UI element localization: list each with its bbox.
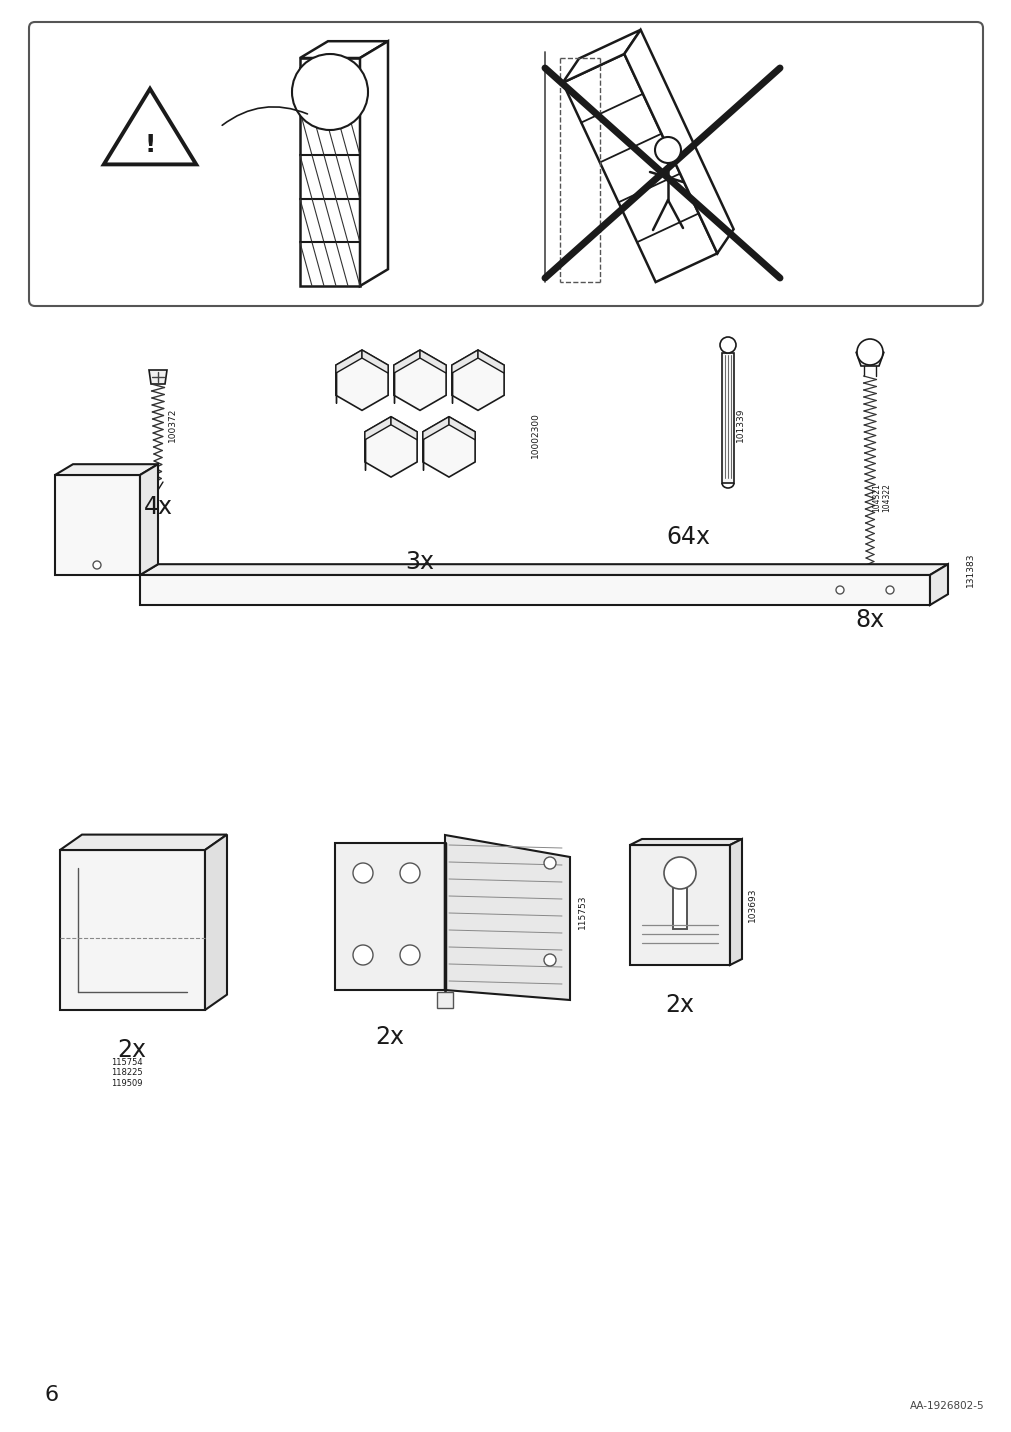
Polygon shape: [863, 347, 876, 357]
Polygon shape: [420, 349, 446, 374]
Circle shape: [663, 856, 696, 889]
Polygon shape: [299, 42, 387, 59]
Polygon shape: [299, 59, 360, 286]
Polygon shape: [60, 835, 226, 851]
Polygon shape: [393, 349, 420, 374]
Circle shape: [835, 586, 843, 594]
Polygon shape: [452, 349, 503, 411]
Polygon shape: [477, 349, 503, 374]
Circle shape: [353, 863, 373, 884]
Circle shape: [292, 54, 368, 130]
Polygon shape: [452, 349, 477, 374]
Circle shape: [544, 954, 555, 967]
Polygon shape: [365, 417, 417, 477]
Polygon shape: [335, 843, 445, 990]
Polygon shape: [393, 349, 446, 411]
Text: 104321
104322: 104321 104322: [871, 484, 891, 513]
Circle shape: [399, 945, 420, 965]
Polygon shape: [365, 417, 390, 440]
Text: 10002300: 10002300: [530, 412, 539, 458]
Polygon shape: [449, 417, 474, 440]
Polygon shape: [55, 475, 140, 576]
Bar: [437, 992, 453, 1008]
Text: AA-1926802-5: AA-1926802-5: [910, 1400, 984, 1411]
Polygon shape: [729, 839, 741, 965]
Text: 3x: 3x: [405, 550, 434, 574]
Polygon shape: [630, 845, 729, 965]
Text: 131383: 131383: [964, 553, 974, 587]
FancyBboxPatch shape: [29, 21, 982, 306]
Polygon shape: [55, 464, 158, 475]
Text: !: !: [145, 133, 156, 158]
Ellipse shape: [482, 898, 515, 947]
Circle shape: [353, 945, 373, 965]
Text: 115754
118225
119509: 115754 118225 119509: [111, 1058, 143, 1088]
Circle shape: [654, 137, 680, 163]
Polygon shape: [562, 54, 717, 282]
Polygon shape: [140, 564, 947, 576]
Polygon shape: [423, 417, 449, 440]
Polygon shape: [60, 851, 205, 1010]
Polygon shape: [445, 835, 569, 1000]
Polygon shape: [140, 464, 158, 576]
Bar: [721, 354, 733, 483]
Text: 64x: 64x: [665, 526, 710, 548]
Polygon shape: [562, 30, 640, 83]
Text: 4x: 4x: [144, 495, 172, 518]
Text: 8x: 8x: [854, 609, 884, 632]
Polygon shape: [149, 369, 167, 384]
Polygon shape: [630, 839, 741, 845]
Bar: [672, 886, 686, 929]
Text: 115753: 115753: [577, 895, 586, 929]
Polygon shape: [140, 576, 929, 604]
Polygon shape: [929, 564, 947, 604]
Polygon shape: [360, 42, 387, 286]
Polygon shape: [336, 349, 362, 374]
Text: 2x: 2x: [665, 992, 694, 1017]
Polygon shape: [423, 417, 474, 477]
Polygon shape: [855, 352, 884, 367]
Polygon shape: [362, 349, 388, 374]
Circle shape: [885, 586, 893, 594]
Polygon shape: [336, 349, 388, 411]
Text: 101339: 101339: [735, 408, 744, 442]
Text: 2x: 2x: [375, 1025, 404, 1050]
Ellipse shape: [90, 514, 104, 536]
Polygon shape: [390, 417, 417, 440]
Text: 6: 6: [44, 1385, 59, 1405]
Circle shape: [399, 863, 420, 884]
Polygon shape: [624, 30, 733, 253]
Text: 2x: 2x: [117, 1038, 147, 1063]
Polygon shape: [104, 89, 196, 165]
Text: 103693: 103693: [747, 888, 756, 922]
Text: 100372: 100372: [168, 408, 176, 442]
Circle shape: [719, 337, 735, 354]
Circle shape: [856, 339, 883, 365]
Circle shape: [93, 561, 101, 569]
Circle shape: [544, 856, 555, 869]
Polygon shape: [205, 835, 226, 1010]
